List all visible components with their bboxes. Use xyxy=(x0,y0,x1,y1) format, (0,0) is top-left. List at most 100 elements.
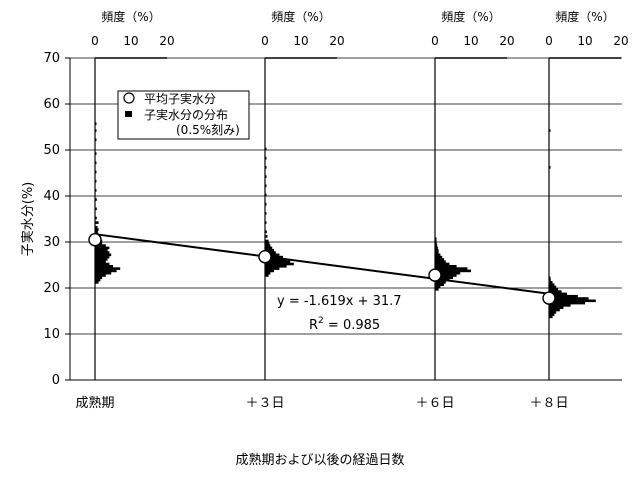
dist-bar xyxy=(95,189,97,192)
y-tick-label: 30 xyxy=(43,235,60,250)
y-axis: 0 10 20 30 40 50 60 70 xyxy=(43,51,622,388)
y-tick-label: 40 xyxy=(43,189,60,204)
dist-bar xyxy=(435,271,461,275)
y-tick-label: 60 xyxy=(43,97,60,112)
mean-point xyxy=(258,250,272,264)
dist-bar xyxy=(265,230,267,234)
dist-bar xyxy=(549,301,585,305)
mean-point xyxy=(542,291,556,305)
mean-point xyxy=(88,232,102,247)
dist-bar xyxy=(265,202,267,206)
dist-bar xyxy=(95,281,99,284)
legend-circle-icon xyxy=(123,92,135,104)
dist-bar xyxy=(95,274,106,277)
dist-bar xyxy=(95,258,108,261)
legend-square-icon xyxy=(125,111,132,117)
dist-bar xyxy=(435,262,450,266)
dist-bar xyxy=(265,253,280,257)
dist-bar xyxy=(95,198,97,201)
dist-bar xyxy=(435,242,437,245)
dist-bar xyxy=(95,262,110,266)
dist-bar xyxy=(265,248,274,252)
freq-axis-title: 頻度（%） xyxy=(101,9,160,24)
legend-dist-note: (0.5%刻み) xyxy=(176,123,240,137)
dist-bar xyxy=(265,262,294,266)
dist-bar xyxy=(549,276,551,280)
dist-bar xyxy=(95,267,121,270)
y-tick-label: 50 xyxy=(43,143,60,158)
dist-bar xyxy=(95,230,98,234)
dist-bar xyxy=(549,129,551,132)
freq-tick-label: 0 xyxy=(91,34,99,48)
dist-bar xyxy=(435,248,439,252)
x-axis-title: 成熟期および以後の経過日数 xyxy=(235,452,404,468)
dist-bar xyxy=(265,265,287,268)
dist-bar xyxy=(95,161,97,165)
y-axis-title: 子実水分(%) xyxy=(20,182,36,257)
dist-bar xyxy=(265,221,267,224)
freq-tick-label: 0 xyxy=(261,34,269,48)
dist-bar xyxy=(549,313,555,316)
dist-bar xyxy=(549,315,553,319)
dist-bar xyxy=(435,288,439,291)
legend-box xyxy=(117,90,250,140)
x-tick-label: ＋８日 xyxy=(529,396,568,411)
dist-bar xyxy=(435,255,443,259)
dist-bar xyxy=(95,265,113,268)
freq-tick-label: 10 xyxy=(577,34,592,48)
freq-tick-label: 20 xyxy=(159,34,174,48)
dist-bar xyxy=(549,297,589,300)
r2-superscript: 2 xyxy=(318,316,324,326)
dist-bar xyxy=(265,156,267,160)
x-axis: 成熟期 ＋３日 ＋６日 ＋８日 xyxy=(75,395,568,411)
dist-bar xyxy=(435,283,444,286)
dist-bar xyxy=(95,278,101,282)
freq-tick-label: 0 xyxy=(431,34,439,48)
dist-bar xyxy=(549,290,562,293)
freq-tick-label: 10 xyxy=(293,34,308,48)
y-tick-label: 70 xyxy=(43,51,60,66)
dist-bar xyxy=(95,276,103,280)
dist-bar xyxy=(265,251,276,254)
freq-tick-label: 10 xyxy=(123,34,138,48)
regression-equation: y = -1.619x + 31.7 xyxy=(277,294,402,309)
dist-bar xyxy=(549,281,553,284)
mean-point xyxy=(428,268,442,282)
dist-bar xyxy=(435,239,437,243)
dist-bar xyxy=(95,244,106,247)
dist-bar xyxy=(435,246,438,250)
dist-bar xyxy=(265,147,267,151)
dist-bar xyxy=(95,207,97,211)
dist-bar xyxy=(95,170,97,174)
regression-line xyxy=(94,233,550,295)
x-tick-label: ＋６日 xyxy=(415,396,454,411)
dist-bar xyxy=(265,184,267,188)
dist-bar xyxy=(435,260,446,263)
y-tick-label: 10 xyxy=(43,327,60,342)
dist-bar xyxy=(95,253,112,257)
y-tick-label: 20 xyxy=(43,281,60,296)
dist-bar xyxy=(265,246,273,250)
dist-bar xyxy=(549,299,596,303)
dist-bar xyxy=(435,251,439,254)
dist-bar xyxy=(95,248,108,252)
dist-bar xyxy=(265,267,280,270)
dist-bar xyxy=(265,239,269,243)
x-tick-label: ＋３日 xyxy=(245,396,284,411)
dist-bar xyxy=(435,237,437,240)
dist-bar xyxy=(435,267,468,270)
freq-tick-label: 20 xyxy=(499,34,514,48)
dist-bar xyxy=(95,138,97,142)
dist-bar xyxy=(549,166,551,169)
dist-bar xyxy=(549,306,564,309)
r2-value: = 0.985 xyxy=(324,318,380,333)
dist-bar xyxy=(549,294,578,298)
dist-bar xyxy=(265,274,269,277)
dist-bar xyxy=(265,193,267,197)
freq-axis-title: 頻度（%） xyxy=(555,9,614,24)
regression-r2: R2 = 0.985 xyxy=(309,316,380,333)
freq-tick-label: 20 xyxy=(613,34,628,48)
dist-bar xyxy=(549,285,557,289)
legend-dist-label: 子実水分の分布 xyxy=(144,107,228,122)
dist-bar xyxy=(435,285,441,289)
